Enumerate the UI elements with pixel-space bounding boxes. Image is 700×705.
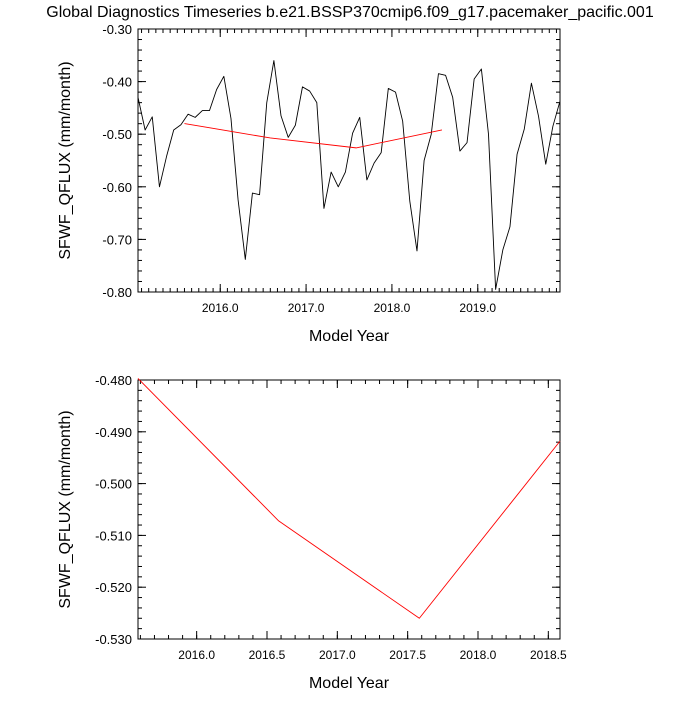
y-tick-label: -0.40 [102, 75, 132, 90]
y-tick-label: -0.50 [102, 127, 132, 142]
y-axis-label: SFWF_QFLUX (mm/month) [57, 61, 74, 259]
y-tick-label: -0.30 [102, 22, 132, 37]
panel-bottom: 2016.0 2016.5 2017.0 2017.5 2018.0 2018.5 -0.4… [57, 373, 567, 692]
annual-mean-line [137, 378, 561, 619]
x-tick-label: 2016.0 [178, 648, 215, 662]
y-tick-label: -0.70 [102, 232, 132, 247]
x-tick-label: 2017.0 [288, 301, 325, 315]
y-tick-label: -0.480 [95, 373, 132, 388]
y-tick-label: -0.490 [95, 425, 132, 440]
x-tick-label: 2017.0 [319, 648, 356, 662]
y-tick-label: -0.80 [102, 285, 132, 300]
x-tick-label: 2018.0 [374, 301, 411, 315]
annual-mean-line [184, 123, 443, 149]
x-tick-label: 2019.0 [459, 301, 496, 315]
panel-top: 2016.0 2017.0 2018.0 2019.0 -0.30 -0.40 -0.50 -… [57, 22, 561, 345]
plot-frame [137, 379, 561, 640]
x-tick-label: 2018.0 [460, 648, 497, 662]
x-tick-label: 2016.0 [202, 301, 239, 315]
monthly-series-line [137, 60, 561, 290]
plot-frame [137, 28, 561, 293]
x-tick-label: 2017.5 [389, 648, 426, 662]
chart-title: Global Diagnostics Timeseries b.e21.BSSP… [46, 4, 654, 21]
y-tick-label: -0.530 [95, 632, 132, 647]
y-tick-label: -0.60 [102, 180, 132, 195]
x-axis-label: Model Year [309, 675, 390, 692]
x-tick-label: 2016.5 [249, 648, 286, 662]
y-tick-label: -0.500 [95, 477, 132, 492]
x-tick-label: 2018.5 [530, 648, 567, 662]
y-tick-label: -0.520 [95, 580, 132, 595]
y-tick-label: -0.510 [95, 528, 132, 543]
y-axis-label: SFWF_QFLUX (mm/month) [57, 410, 74, 608]
x-axis-label: Model Year [309, 328, 390, 345]
